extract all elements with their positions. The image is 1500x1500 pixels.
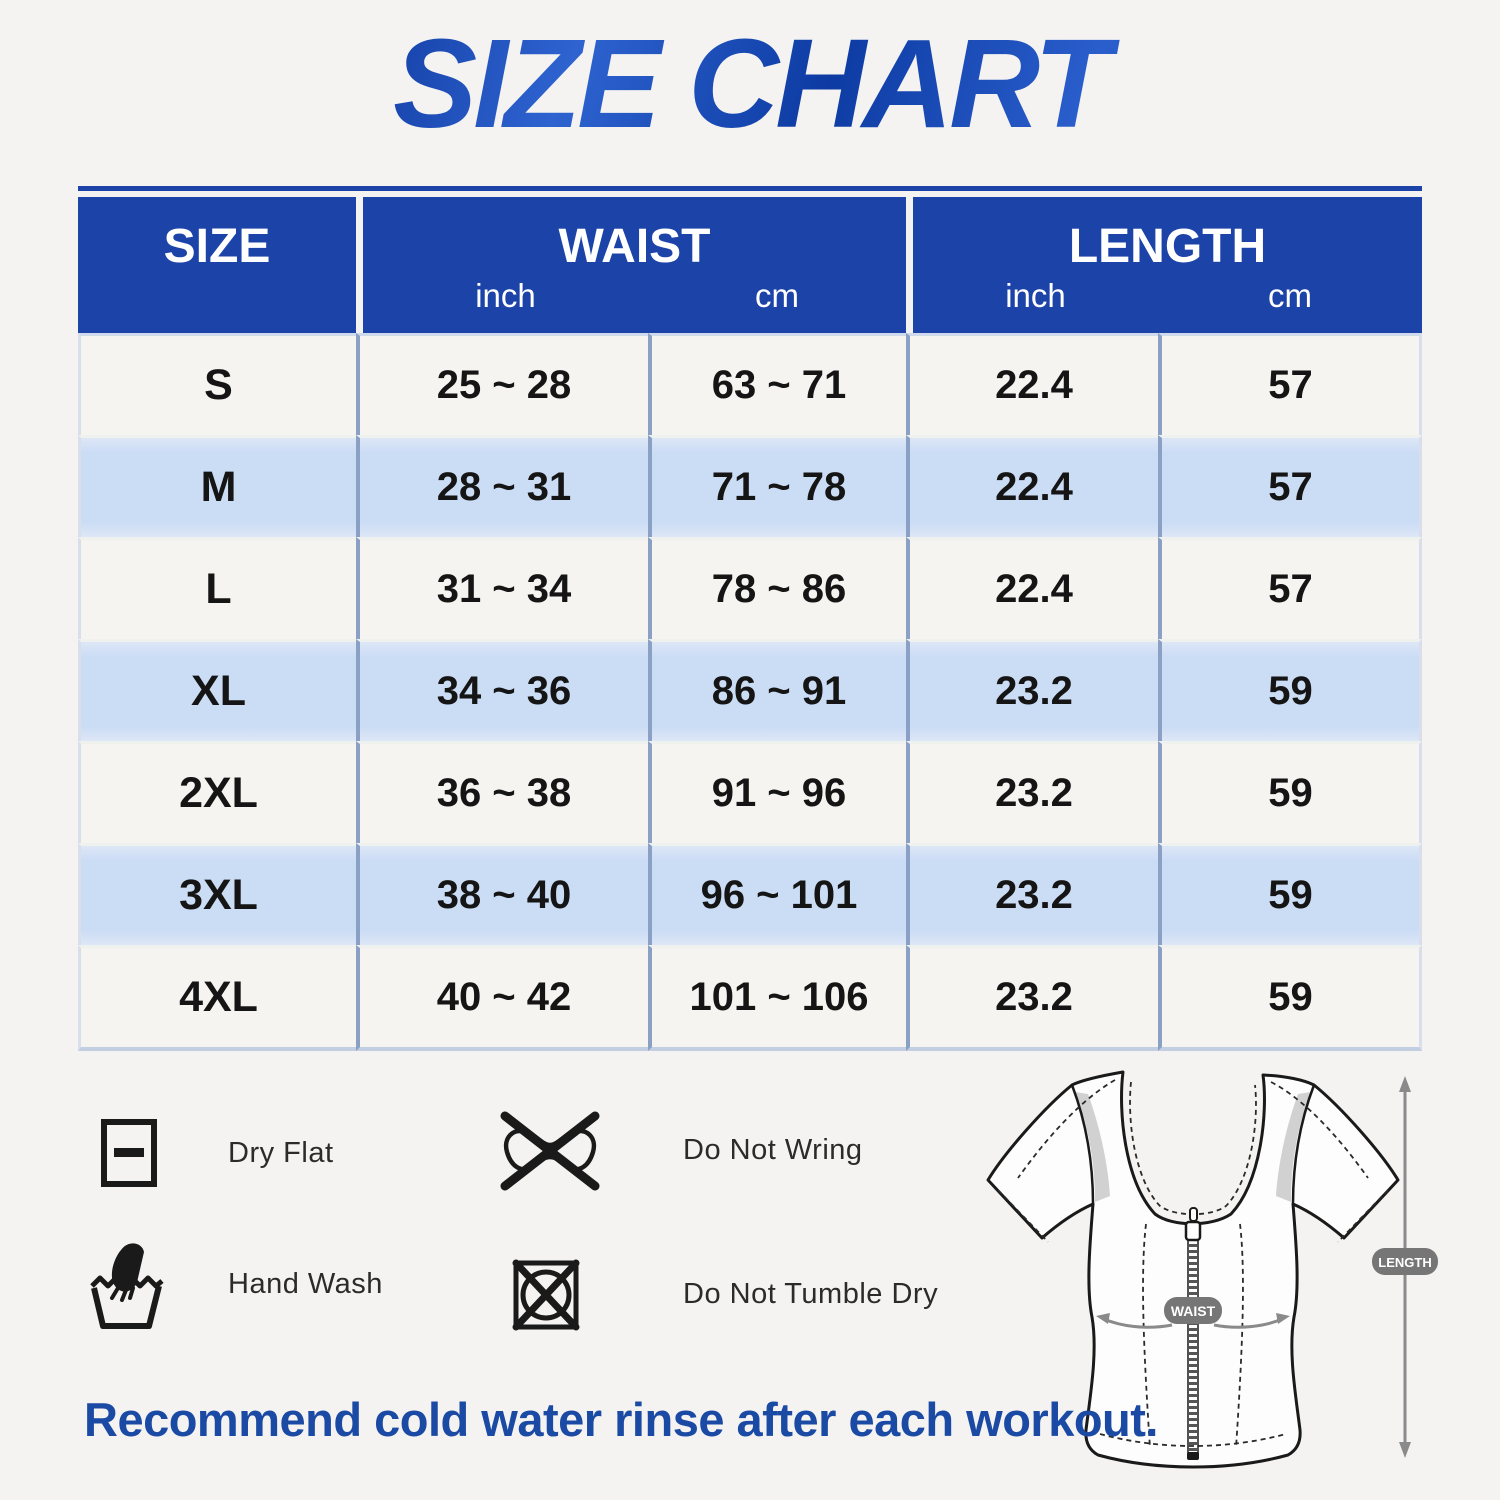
length-unit-inch: inch	[1005, 277, 1066, 314]
waist-units-row: inch cm	[363, 278, 906, 314]
waist-inch-value: 38 ~ 40	[356, 843, 648, 945]
length-inch-value: 22.4	[906, 537, 1158, 639]
waist-unit-cm: cm	[755, 277, 799, 314]
table-row: XL 34 ~ 36 86 ~ 91 23.2 59	[78, 639, 1422, 741]
waist-inch-value: 34 ~ 36	[356, 639, 648, 741]
right-side-panel	[1276, 1092, 1311, 1202]
table-top-border	[78, 186, 1422, 191]
length-units-row: inch cm	[913, 278, 1422, 314]
waist-cm-value: 101 ~ 106	[648, 945, 906, 1051]
table-row: M 28 ~ 31 71 ~ 78 22.4 57	[78, 435, 1422, 537]
care-item-dry-flat: Dry Flat	[100, 1118, 334, 1188]
table-row: S 25 ~ 28 63 ~ 71 22.4 57	[78, 333, 1422, 435]
waist-pill-label: WAIST	[1171, 1303, 1216, 1319]
waist-inch-value: 28 ~ 31	[356, 435, 648, 537]
size-header-label: SIZE	[163, 220, 271, 273]
waist-cm-value: 91 ~ 96	[648, 741, 906, 843]
length-cm-value: 57	[1158, 333, 1422, 435]
length-cm-value: 59	[1158, 741, 1422, 843]
length-inch-value: 22.4	[906, 333, 1158, 435]
waist-cm-value: 78 ~ 86	[648, 537, 906, 639]
waist-arrows	[1103, 1317, 1283, 1329]
length-cm-value: 57	[1158, 537, 1422, 639]
waist-inch-value: 40 ~ 42	[356, 945, 648, 1051]
waist-inch-value: 31 ~ 34	[356, 537, 648, 639]
size-value: XL	[78, 639, 356, 741]
length-cm-value: 57	[1158, 435, 1422, 537]
care-item-do-not-tumble-dry: Do Not Tumble Dry	[512, 1255, 938, 1333]
garment-diagram: WAIST LENGTH	[986, 1070, 1438, 1469]
length-unit-cm: cm	[1268, 277, 1312, 314]
table-row: 4XL 40 ~ 42 101 ~ 106 23.2 59	[78, 945, 1422, 1051]
length-inch-value: 22.4	[906, 435, 1158, 537]
header-row: SIZE WAIST inch cm LENGTH inch cm	[78, 197, 1422, 333]
care-item-hand-wash: Hand Wash	[88, 1238, 383, 1330]
do-not-tumble-dry-icon	[512, 1259, 580, 1331]
length-cm-value: 59	[1158, 945, 1422, 1051]
table-row: L 31 ~ 34 78 ~ 86 22.4 57	[78, 537, 1422, 639]
size-value: M	[78, 435, 356, 537]
length-inch-value: 23.2	[906, 945, 1158, 1051]
length-pill	[1372, 1248, 1438, 1275]
size-chart-table: SIZE WAIST inch cm LENGTH inch cm	[78, 197, 1422, 1051]
care-label: Do Not Wring	[683, 1134, 863, 1166]
length-inch-value: 23.2	[906, 843, 1158, 945]
size-value: 2XL	[78, 741, 356, 843]
length-header-label: LENGTH	[1068, 220, 1267, 273]
zipper	[1184, 1207, 1202, 1460]
do-not-wring-icon	[500, 1111, 600, 1191]
waist-inch-value: 36 ~ 38	[356, 741, 648, 843]
size-value: S	[78, 333, 356, 435]
waist-cm-value: 96 ~ 101	[648, 843, 906, 945]
length-inch-value: 23.2	[906, 639, 1158, 741]
length-cm-value: 59	[1158, 639, 1422, 741]
length-inch-value: 23.2	[906, 741, 1158, 843]
column-header-waist: WAIST inch cm	[356, 197, 906, 333]
column-header-length: LENGTH inch cm	[906, 197, 1422, 333]
size-value: 4XL	[78, 945, 356, 1051]
waist-unit-inch: inch	[475, 277, 536, 314]
length-cm-value: 59	[1158, 843, 1422, 945]
hand-wash-icon	[90, 1243, 164, 1329]
waist-pill	[1164, 1297, 1222, 1324]
left-side-panel	[1075, 1092, 1110, 1202]
dry-flat-icon	[101, 1119, 157, 1187]
care-label: Do Not Tumble Dry	[683, 1277, 939, 1310]
care-label: Hand Wash	[228, 1267, 383, 1300]
length-pill-label: LENGTH	[1378, 1255, 1431, 1270]
footer-note: Recommend cold water rinse after each wo…	[84, 1393, 1158, 1446]
care-item-do-not-wring: Do Not Wring	[497, 1108, 863, 1193]
care-label: Dry Flat	[228, 1136, 334, 1169]
waist-inch-value: 25 ~ 28	[356, 333, 648, 435]
table-row: 2XL 36 ~ 38 91 ~ 96 23.2 59	[78, 741, 1422, 843]
waist-arrowhead-left	[1096, 1313, 1110, 1324]
waist-header-label: WAIST	[558, 220, 711, 273]
waist-arrowhead-right	[1276, 1313, 1290, 1324]
column-header-size: SIZE	[78, 197, 356, 333]
size-value: 3XL	[78, 843, 356, 945]
size-value: L	[78, 537, 356, 639]
table-row: 3XL 38 ~ 40 96 ~ 101 23.2 59	[78, 843, 1422, 945]
waist-cm-value: 86 ~ 91	[648, 639, 906, 741]
waist-cm-value: 63 ~ 71	[648, 333, 906, 435]
page-title: SIZE CHART	[0, 14, 1500, 154]
waist-cm-value: 71 ~ 78	[648, 435, 906, 537]
